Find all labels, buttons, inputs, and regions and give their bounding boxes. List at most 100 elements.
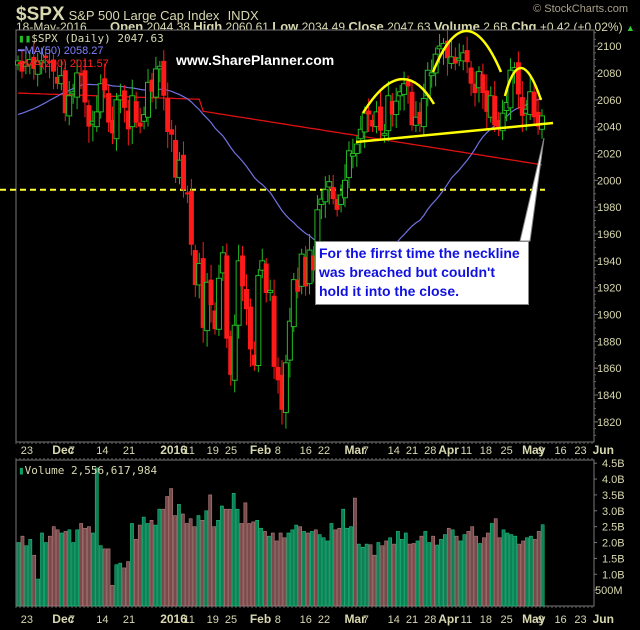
volume-bars bbox=[16, 467, 545, 607]
date-axis-tick: 25 bbox=[225, 445, 237, 457]
date-axis-tick: 7 bbox=[69, 614, 75, 626]
date-axis-tick: 16 bbox=[554, 614, 566, 626]
legend-price: $SPX (Daily) 2047.63 bbox=[31, 32, 164, 45]
price-axis-tick: 1860 bbox=[597, 363, 621, 375]
legend-ma200: MA(200) 2011.57 bbox=[24, 58, 109, 70]
price-axis-tick: 2100 bbox=[597, 41, 621, 53]
ma50-line-icon: ━ bbox=[18, 45, 25, 57]
date-axis-tick: 19 bbox=[207, 445, 219, 457]
date-axis-tick: 8 bbox=[275, 614, 281, 626]
date-axis-tick: 11 bbox=[461, 445, 472, 457]
date-axis-tick: Dec bbox=[52, 443, 74, 457]
candles bbox=[15, 30, 545, 429]
volume-axis-tick: 4.5B bbox=[602, 458, 625, 470]
date-axis-tick: 22 bbox=[318, 445, 330, 457]
date-axis-tick: Dec bbox=[52, 612, 74, 626]
candle-icon: ▮▮ bbox=[18, 32, 32, 45]
price-axis-tick: 2060 bbox=[597, 95, 621, 107]
volume-axis-tick: 500M bbox=[595, 585, 623, 597]
volume-axis-tick: 3.0B bbox=[602, 506, 625, 518]
watermark: www.SharePlanner.com bbox=[176, 52, 335, 68]
date-axis-tick: 25 bbox=[225, 614, 237, 626]
volume-axis-tick: 1.5B bbox=[602, 553, 625, 565]
date-axis-tick: 21 bbox=[406, 614, 418, 626]
date-axis-tick: May bbox=[522, 612, 546, 626]
volume-axis-tick: 3.5B bbox=[602, 490, 625, 502]
date-axis-tick: 18 bbox=[480, 614, 492, 626]
volume-bars-icon: ▮ bbox=[18, 464, 25, 477]
price-axis-tick: 2080 bbox=[597, 68, 621, 80]
date-axis-tick: 16 bbox=[300, 445, 312, 457]
volume-axis-tick: 1.0B bbox=[602, 569, 625, 581]
legend-volume: Volume 2,556,617,984 bbox=[24, 464, 158, 477]
date-axis-tick: 18 bbox=[480, 445, 492, 457]
volume-legend: ▮Volume 2,556,617,984 bbox=[18, 464, 157, 477]
date-axis-tick: 7 bbox=[363, 445, 369, 457]
date-axis-tick: 23 bbox=[21, 614, 33, 626]
price-axis-tick: 1960 bbox=[597, 229, 621, 241]
left-shoulder-arc bbox=[361, 77, 436, 114]
price-axis-tick: 1920 bbox=[597, 283, 621, 295]
ma200-line-icon: ━ bbox=[18, 58, 25, 70]
date-axis-tick: Apr bbox=[438, 443, 459, 457]
date-axis-tick: 7 bbox=[363, 614, 369, 626]
date-axis-tick: 2016 bbox=[160, 443, 187, 457]
date-axis-tick: 22 bbox=[318, 614, 330, 626]
date-axis-tick: Mar bbox=[344, 612, 366, 626]
volume-axis-tick: 4.0B bbox=[602, 474, 625, 486]
legend-ma50: MA(50) 2058.27 bbox=[24, 45, 104, 57]
volume-axis-tick: 2.0B bbox=[602, 538, 625, 550]
date-axis-tick: 23 bbox=[574, 614, 586, 626]
exchange: INDX bbox=[227, 8, 259, 23]
date-axis-tick: 11 bbox=[461, 614, 472, 626]
ma200-line bbox=[17, 92, 543, 166]
date-axis-tick: 9 bbox=[538, 445, 544, 457]
date-axis-tick: 9 bbox=[538, 614, 544, 626]
date-axis-tick: 14 bbox=[96, 445, 108, 457]
date-axis-tick: 14 bbox=[96, 614, 108, 626]
neckline bbox=[355, 121, 554, 144]
date-axis-tick: 25 bbox=[500, 614, 512, 626]
date-axis-tick: 21 bbox=[123, 445, 135, 457]
symbol: $SPX bbox=[16, 4, 65, 25]
date-axis-tick: 23 bbox=[21, 445, 33, 457]
head-arc bbox=[431, 29, 503, 73]
date-axis-tick: Jun bbox=[593, 612, 614, 626]
price-axis-tick: 2040 bbox=[597, 122, 621, 134]
index-name: S&P 500 Large Cap Index bbox=[68, 8, 220, 23]
date-axis-tick: 11 bbox=[183, 614, 194, 626]
date-axis-tick: 14 bbox=[388, 614, 400, 626]
price-axis-tick: 1840 bbox=[597, 390, 621, 402]
date-axis-tick: 19 bbox=[207, 614, 219, 626]
date-axis-tick: Jun bbox=[593, 443, 614, 457]
date-axis-tick: Mar bbox=[344, 443, 366, 457]
date-axis-tick: 16 bbox=[300, 614, 312, 626]
right-shoulder-arc bbox=[503, 66, 543, 101]
price-legend: ▮▮$SPX (Daily) 2047.63 ━MA(50) 2058.27 ━… bbox=[18, 32, 164, 71]
date-axis-tick: 8 bbox=[275, 445, 281, 457]
price-axis-tick: 1820 bbox=[597, 417, 621, 429]
date-axis-tick: Feb bbox=[250, 612, 271, 626]
price-axis-tick: 2020 bbox=[597, 148, 621, 160]
date-axis-tick: 2016 bbox=[160, 612, 187, 626]
date-axis-tick: May bbox=[522, 443, 546, 457]
date-axis-tick: 14 bbox=[388, 445, 400, 457]
date-axis-tick: 28 bbox=[424, 614, 436, 626]
copyright: © StockCharts.com bbox=[533, 3, 628, 15]
annotation-callout: For the firrst time the neckline was bre… bbox=[315, 241, 529, 305]
date-axis-tick: 28 bbox=[424, 445, 436, 457]
date-axis-tick: 25 bbox=[500, 445, 512, 457]
date-axis-tick: 11 bbox=[183, 445, 194, 457]
date-axis-tick: 7 bbox=[69, 445, 75, 457]
date-axis-tick: 21 bbox=[406, 445, 418, 457]
price-axis-tick: 1880 bbox=[597, 336, 621, 348]
date-axis-tick: 23 bbox=[574, 445, 586, 457]
date-axis-tick: 16 bbox=[554, 445, 566, 457]
price-axis-tick: 1980 bbox=[597, 202, 621, 214]
date-axis-tick: 21 bbox=[123, 614, 135, 626]
date-axis-tick: Apr bbox=[438, 612, 459, 626]
date-axis-tick: Feb bbox=[250, 443, 271, 457]
chart-title: $SPX S&P 500 Large Cap Index INDX bbox=[16, 4, 259, 26]
price-axis-tick: 1900 bbox=[597, 310, 621, 322]
